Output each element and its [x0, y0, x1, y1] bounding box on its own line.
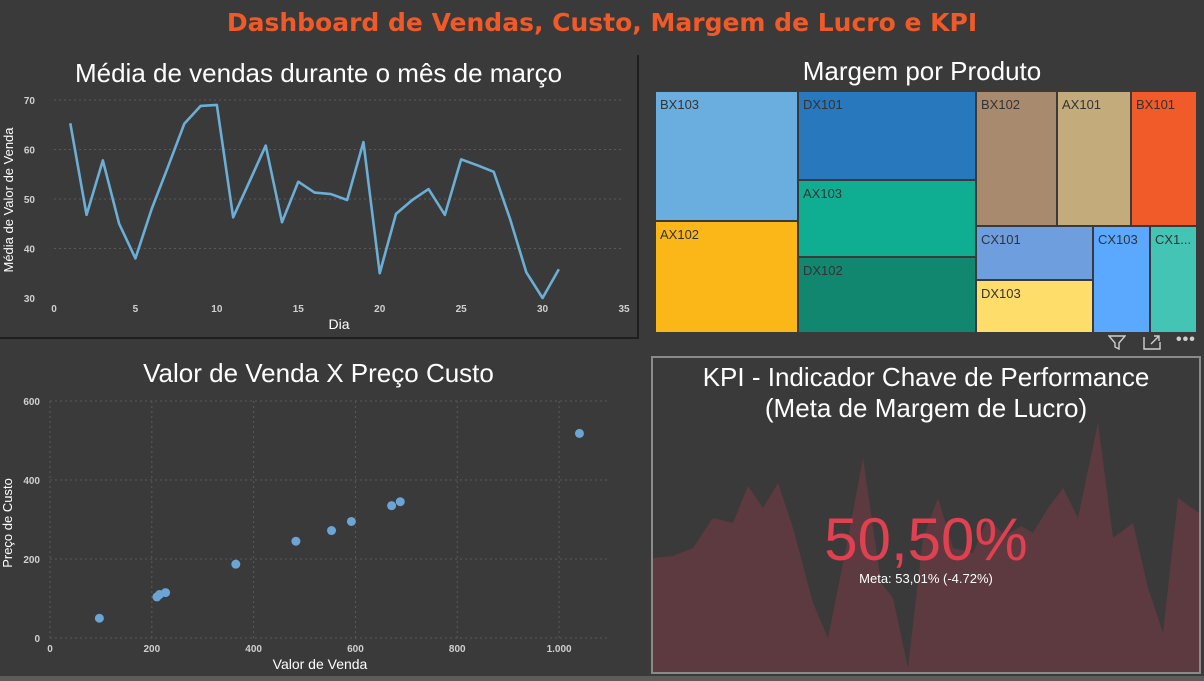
kpi-panel[interactable]: KPI - Indicador Chave de Performance (Me…	[651, 356, 1201, 674]
treemap-cell-bx101[interactable]: BX101	[1131, 91, 1197, 226]
kpi-trend-area-shape	[653, 423, 1199, 672]
line-y-tick-label: 40	[24, 245, 36, 256]
scatter-point	[574, 428, 584, 438]
treemap-cell-label: AX101	[1062, 97, 1102, 112]
treemap-cell-label: CX1...	[1155, 232, 1192, 247]
scatter-x-tick-label: 600	[347, 644, 364, 655]
kpi-goal: Meta: 53,01% (-4.72%)	[859, 571, 993, 586]
treemap-cell-label: CX103	[1098, 232, 1138, 247]
treemap-cell-label: DX103	[981, 286, 1021, 301]
treemap-cell-label: BX102	[981, 97, 1021, 112]
line-x-tick-label: 35	[618, 304, 630, 315]
line-series	[69, 103, 560, 300]
treemap-cell-label: AX103	[803, 186, 843, 201]
more-options-icon[interactable]: •••	[1176, 331, 1196, 348]
line-chart: 30 40 50 60 70 0 5 10 15 20 25 30 35 Dia Média de Valo…	[1, 96, 630, 332]
dashboard-title: Dashboard de Vendas, Custo, Margem de Lu…	[226, 8, 978, 37]
treemap-cell-label: BX103	[660, 97, 700, 112]
treemap-cell-cx103[interactable]: CX103	[1093, 226, 1150, 333]
treemap-cell-dx101[interactable]: DX101	[798, 91, 976, 180]
scatter-y-tick-label: 0	[34, 634, 40, 645]
line-y-tick-label: 60	[24, 146, 36, 157]
kpi-title-line1: KPI - Indicador Chave de Performance	[702, 362, 1150, 392]
treemap-cell-ax103[interactable]: AX103	[798, 180, 976, 257]
line-y-tick-label: 30	[24, 294, 36, 305]
line-x-tick-label: 10	[211, 304, 223, 315]
treemap-cell-cx1[interactable]: CX1...	[1150, 226, 1197, 333]
scatter-y-tick-label: 600	[23, 397, 40, 408]
kpi-value: 50,50%	[824, 506, 1028, 573]
treemap-cell-label: DX101	[803, 97, 843, 112]
scatter-point	[231, 559, 241, 569]
scatter-x-tick-label: 1.000	[547, 644, 572, 655]
scatter-chart-panel[interactable]: Valor de Venda X Preço Custo 0 200 400 600 0…	[0, 355, 637, 676]
treemap-cell-ax102[interactable]: AX102	[655, 221, 798, 333]
line-y-axis-label: Média de Valor de Venda	[1, 127, 16, 273]
scatter-y-tick-label: 200	[23, 555, 40, 566]
kpi-title-line2: (Meta de Margem de Lucro)	[764, 393, 1088, 423]
scatter-point	[327, 526, 337, 536]
line-x-tick-label: 25	[456, 304, 468, 315]
treemap-cell-label: CX101	[981, 232, 1021, 247]
scatter-point	[94, 613, 104, 623]
filter-icon[interactable]	[1107, 334, 1127, 354]
scatter-x-tick-label: 200	[143, 644, 160, 655]
scatter-point	[395, 497, 405, 507]
scatter-y-axis-label: Preço de Custo	[0, 478, 15, 568]
treemap-cell-dx102[interactable]: DX102	[798, 257, 976, 333]
treemap-cell-bx102[interactable]: BX102	[976, 91, 1057, 226]
treemap-panel[interactable]: Margem por Produto	[640, 55, 1204, 355]
scatter-point	[161, 588, 171, 598]
line-x-tick-label: 30	[537, 304, 549, 315]
line-chart-title: Média de vendas durante o mês de março	[74, 58, 563, 88]
kpi-trend-area	[653, 423, 1199, 672]
scatter-y-tick-label: 400	[23, 476, 40, 487]
line-chart-panel[interactable]: Média de vendas durante o mês de março 3…	[0, 55, 639, 339]
treemap-cell-bx103[interactable]: BX103	[655, 91, 798, 221]
line-y-tick-label: 70	[24, 96, 36, 107]
line-x-tick-label: 5	[133, 304, 139, 315]
treemap-cell-label: DX102	[803, 263, 843, 278]
line-x-tick-label: 0	[51, 304, 57, 315]
treemap-cell-dx103[interactable]: DX103	[976, 280, 1093, 333]
scatter-chart-title: Valor de Venda X Preço Custo	[143, 358, 494, 388]
treemap-cell-label: AX102	[660, 227, 700, 242]
scatter-point	[346, 516, 356, 526]
treemap-cell-label: BX101	[1136, 97, 1176, 112]
treemap-chart: BX103 AX102 DX101 AX103 DX102 BX102 AX101 BX101…	[655, 91, 1197, 333]
treemap-cell-ax101[interactable]: AX101	[1057, 91, 1131, 226]
scatter-x-tick-label: 400	[245, 644, 262, 655]
treemap-title: Margem por Produto	[802, 56, 1042, 86]
scatter-point	[291, 536, 301, 546]
scatter-x-axis-label: Valor de Venda	[273, 656, 368, 672]
line-x-axis-label: Dia	[328, 316, 349, 332]
line-y-tick-label: 50	[24, 195, 36, 206]
treemap-cell-cx101[interactable]: CX101	[976, 226, 1093, 280]
scatter-point	[387, 501, 397, 511]
scatter-chart: 0 200 400 600 0 200 400 600 800 1.000 Valor de Ven…	[0, 397, 610, 672]
scatter-x-tick-label: 800	[449, 644, 466, 655]
focus-mode-icon[interactable]	[1142, 334, 1162, 354]
line-x-tick-label: 15	[293, 304, 305, 315]
kpi-title: KPI - Indicador Chave de Performance (Me…	[653, 362, 1199, 424]
line-x-tick-label: 20	[374, 304, 386, 315]
bottom-scrollbar[interactable]	[0, 676, 1204, 681]
scatter-x-tick-label: 0	[47, 644, 53, 655]
